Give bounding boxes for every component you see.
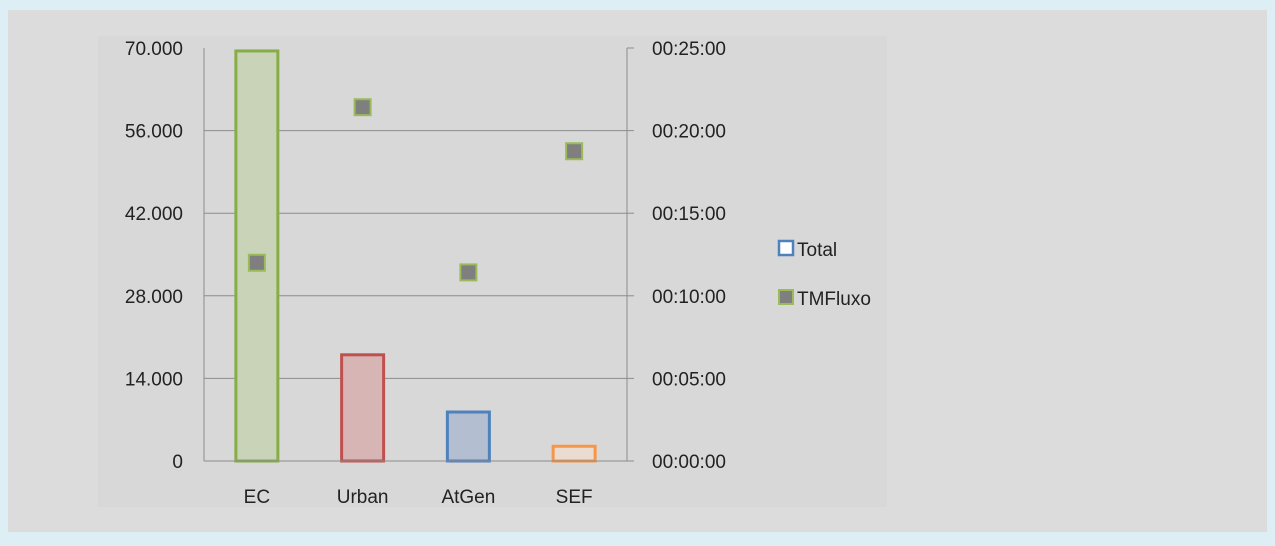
category-label: Urban: [337, 487, 389, 508]
right-tick-label: 00:15:00: [652, 204, 726, 225]
point-urban: [353, 98, 372, 117]
legend-label: TMFluxo: [797, 289, 871, 310]
category-axis-labels: EC Urban AtGen SEF: [244, 487, 593, 508]
bar-series-total: [234, 49, 597, 463]
right-tick-label: 00:20:00: [652, 122, 726, 143]
left-tick-label: 28.000: [125, 287, 183, 308]
left-tick-label: 70.000: [125, 39, 183, 60]
right-tick-label: 00:25:00: [652, 39, 726, 60]
scatter-series-tmfluxo: [247, 98, 584, 282]
point-ec: [247, 253, 266, 272]
category-label: SEF: [556, 487, 593, 508]
bar-urban: [340, 353, 386, 463]
bar-atgen: [445, 410, 491, 463]
plot-background: [98, 36, 887, 507]
category-label: AtGen: [441, 487, 495, 508]
right-tick-label: 00:10:00: [652, 287, 726, 308]
point-atgen: [459, 263, 478, 282]
left-tick-label: 42.000: [125, 204, 183, 225]
point-sef: [565, 142, 584, 161]
bar-sef: [551, 444, 597, 463]
left-tick-label: 56.000: [125, 122, 183, 143]
left-tick-label: 14.000: [125, 369, 183, 390]
right-tick-label: 00:00:00: [652, 452, 726, 473]
axes: [203, 47, 634, 462]
left-axis-ticks: 0 14.000 28.000 42.000 56.000 70.000: [125, 39, 183, 473]
legend-label: Total: [797, 240, 837, 261]
legend-marker-tmfluxo-icon: [778, 289, 794, 305]
right-tick-label: 00:05:00: [652, 369, 726, 390]
left-tick-label: 0: [172, 452, 183, 473]
legend-marker-total-icon: [777, 239, 795, 257]
legend: Total TMFluxo: [777, 239, 871, 310]
right-axis-ticks: 00:00:00 00:05:00 00:10:00 00:15:00 00:20:00…: [652, 39, 726, 473]
category-label: EC: [244, 487, 270, 508]
